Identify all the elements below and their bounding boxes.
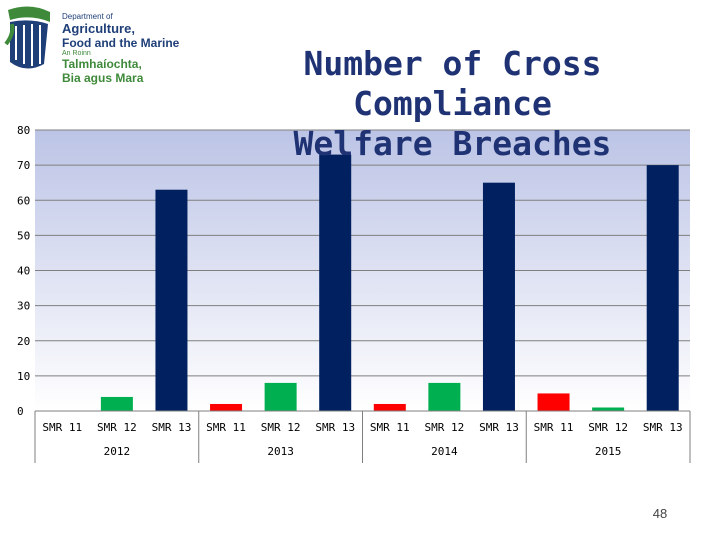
x-group-label: 2014 bbox=[431, 445, 458, 458]
x-category-label: SMR 12 bbox=[588, 421, 628, 434]
y-tick-label: 20 bbox=[17, 335, 30, 348]
bar bbox=[210, 403, 243, 411]
y-tick-label: 60 bbox=[17, 194, 30, 207]
y-tick-label: 0 bbox=[17, 405, 24, 418]
x-category-label: SMR 11 bbox=[370, 421, 410, 434]
page-number: 48 bbox=[652, 506, 668, 521]
x-category-label: SMR 13 bbox=[643, 421, 683, 434]
bar bbox=[155, 189, 188, 411]
bar bbox=[373, 403, 406, 411]
bar bbox=[319, 154, 352, 411]
bar bbox=[537, 393, 570, 411]
chart-title-line-1: Number of Cross Compliance bbox=[303, 44, 602, 123]
chart-title: Number of Cross Compliance Welfare Breac… bbox=[200, 44, 705, 164]
bar bbox=[482, 182, 515, 411]
y-tick-label: 40 bbox=[17, 265, 30, 278]
logo-dept-line2: Agriculture, bbox=[62, 21, 135, 36]
logo-dept-line1: Department of bbox=[62, 12, 113, 21]
y-tick-label: 70 bbox=[17, 159, 30, 172]
harp-emblem-icon bbox=[4, 6, 50, 69]
logo-irish-line2: Talmhaíochta, bbox=[62, 57, 142, 71]
y-tick-label: 10 bbox=[17, 370, 30, 383]
x-category-label: SMR 13 bbox=[152, 421, 192, 434]
y-tick-label: 30 bbox=[17, 300, 30, 313]
y-tick-label: 80 bbox=[17, 124, 30, 137]
logo-irish-line1: An Roinn bbox=[62, 50, 91, 57]
x-group-label: 2012 bbox=[104, 445, 131, 458]
y-axis-ticks: 0 10 20 30 40 50 60 70 80 bbox=[17, 124, 30, 418]
x-group-label: 2013 bbox=[267, 445, 294, 458]
x-axis: SMR 11 SMR 12 SMR 13 2012 SMR 11 SMR 12 SMR 13… bbox=[34, 410, 691, 463]
x-category-label: SMR 13 bbox=[479, 421, 519, 434]
x-category-label: SMR 11 bbox=[206, 421, 246, 434]
x-category-label: SMR 13 bbox=[315, 421, 355, 434]
department-logo: Department of Agriculture, Food and the … bbox=[4, 4, 204, 85]
gridlines bbox=[35, 129, 690, 377]
y-tick-label: 50 bbox=[17, 229, 30, 242]
x-category-label: SMR 12 bbox=[425, 421, 465, 434]
x-category-label: SMR 12 bbox=[97, 421, 137, 434]
bars bbox=[100, 154, 679, 411]
x-group-label: 2015 bbox=[595, 445, 622, 458]
chart-title-line-2: Welfare Breaches bbox=[293, 124, 612, 163]
bar bbox=[592, 407, 625, 411]
x-category-label: SMR 11 bbox=[534, 421, 574, 434]
logo-dept-line3: Food and the Marine bbox=[62, 36, 180, 50]
bar bbox=[646, 165, 679, 411]
x-category-label: SMR 12 bbox=[261, 421, 301, 434]
bar bbox=[264, 382, 297, 411]
bar bbox=[428, 382, 461, 411]
bar bbox=[100, 396, 133, 411]
x-category-label: SMR 11 bbox=[42, 421, 82, 434]
logo-irish-line3: Bia agus Mara bbox=[62, 71, 144, 85]
